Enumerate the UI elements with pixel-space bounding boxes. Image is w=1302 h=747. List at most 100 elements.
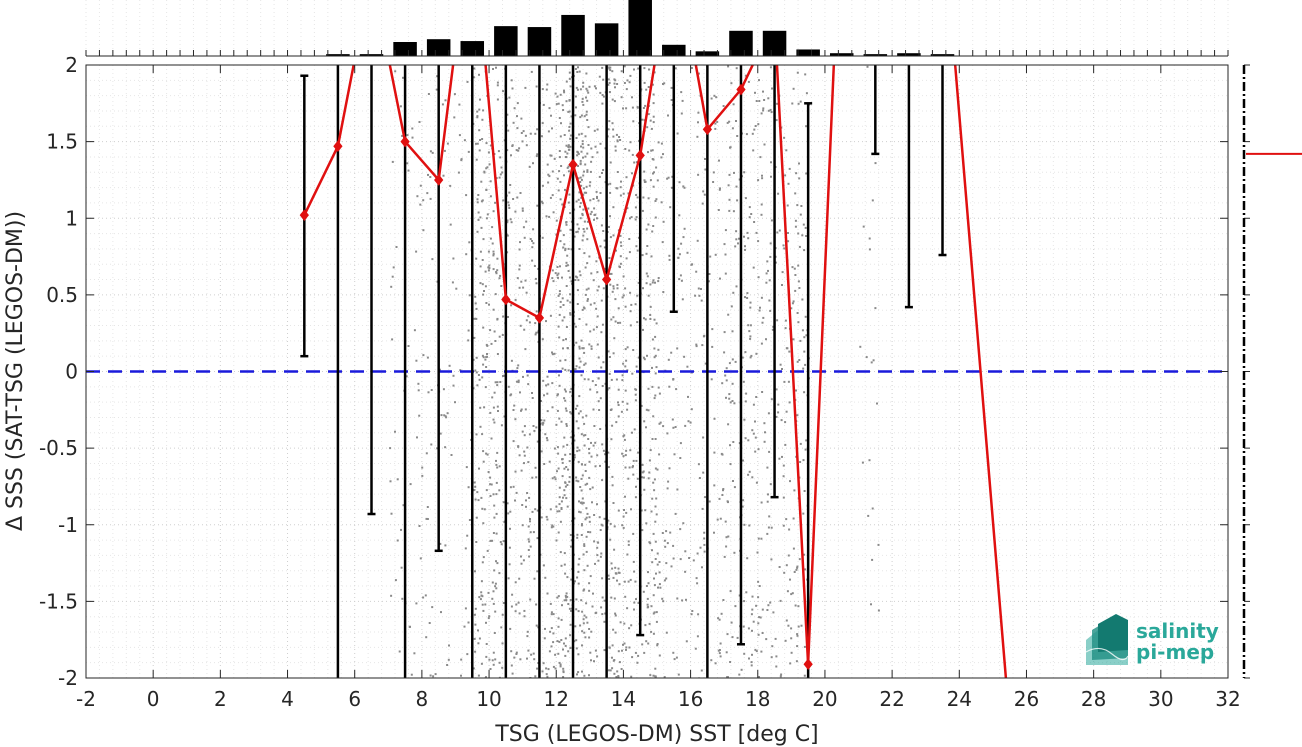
scatter-point	[749, 335, 752, 338]
scatter-point	[553, 447, 556, 450]
scatter-point	[588, 255, 591, 258]
scatter-point	[518, 147, 521, 150]
scatter-point	[534, 466, 537, 469]
x-tick-label: 32	[1215, 687, 1240, 711]
scatter-point	[613, 672, 616, 675]
scatter-point	[502, 375, 504, 377]
scatter-point	[514, 298, 517, 301]
scatter-point	[620, 410, 623, 413]
scatter-point	[664, 545, 667, 548]
scatter-point	[501, 171, 504, 174]
scatter-point	[641, 643, 644, 646]
scatter-point	[493, 569, 496, 572]
scatter-point	[476, 198, 479, 201]
scatter-point	[390, 512, 393, 515]
scatter-point	[624, 389, 627, 392]
scatter-point	[633, 428, 636, 431]
scatter-point	[760, 342, 763, 345]
scatter-point	[632, 465, 634, 468]
scatter-point	[602, 78, 605, 81]
scatter-point	[565, 285, 568, 287]
scatter-point	[674, 426, 677, 428]
scatter-point	[580, 150, 583, 153]
scatter-point	[520, 132, 523, 134]
scatter-point	[529, 598, 532, 601]
scatter-point	[499, 274, 502, 277]
scatter-point	[495, 272, 498, 275]
scatter-point	[484, 386, 487, 389]
scatter-point	[561, 475, 564, 478]
scatter-point	[632, 459, 635, 462]
scatter-point	[485, 655, 488, 658]
scatter-point	[550, 154, 553, 157]
scatter-point	[460, 658, 463, 661]
scatter-point	[476, 201, 479, 204]
scatter-point	[501, 334, 504, 336]
scatter-point	[690, 67, 693, 69]
scatter-point	[589, 488, 592, 491]
scatter-point	[589, 651, 592, 654]
scatter-point	[696, 239, 699, 242]
scatter-point	[704, 158, 706, 160]
scatter-point	[665, 530, 668, 533]
scatter-point	[601, 172, 603, 174]
scatter-point	[758, 676, 760, 678]
scatter-point	[624, 305, 627, 308]
scatter-point	[692, 559, 695, 562]
scatter-point	[557, 325, 560, 328]
scatter-point	[736, 199, 739, 202]
scatter-point	[751, 476, 754, 479]
scatter-point	[721, 453, 724, 456]
scatter-point	[608, 372, 611, 375]
scatter-point	[631, 431, 633, 434]
histogram-bar	[662, 44, 686, 56]
scatter-point	[485, 489, 488, 492]
scatter-point	[652, 185, 655, 188]
scatter-point	[751, 595, 754, 598]
scatter-point	[784, 443, 787, 446]
scatter-point	[523, 450, 526, 453]
scatter-point	[602, 230, 605, 232]
scatter-point	[725, 651, 728, 654]
scatter-point	[534, 508, 537, 511]
scatter-point	[525, 220, 528, 223]
scatter-point	[612, 352, 615, 355]
scatter-point	[523, 454, 526, 457]
scatter-point	[460, 674, 462, 677]
scatter-point	[657, 586, 659, 589]
scatter-point	[576, 533, 579, 536]
scatter-point	[531, 392, 533, 394]
scatter-point	[623, 580, 626, 583]
scatter-point	[500, 543, 503, 546]
scatter-point	[653, 347, 656, 350]
scatter-point	[754, 436, 757, 439]
scatter-point	[686, 251, 689, 254]
scatter-point	[590, 210, 593, 213]
scatter-point	[582, 156, 584, 159]
scatter-point	[751, 429, 754, 432]
scatter-point	[630, 216, 633, 219]
scatter-point	[553, 157, 556, 160]
scatter-point	[669, 531, 672, 534]
scatter-point	[418, 525, 421, 527]
scatter-point	[525, 144, 528, 147]
scatter-point	[587, 207, 590, 210]
scatter-point	[584, 483, 587, 486]
scatter-point	[617, 676, 620, 678]
scatter-point	[481, 118, 484, 121]
scatter-point	[588, 582, 591, 585]
scatter-point	[472, 358, 475, 361]
scatter-point	[527, 383, 530, 386]
scatter-point	[421, 466, 424, 469]
scatter-point	[624, 148, 627, 150]
scatter-point	[567, 603, 570, 605]
scatter-point	[645, 282, 648, 285]
scatter-point	[769, 108, 772, 111]
scatter-point	[589, 531, 592, 534]
scatter-point	[458, 103, 461, 106]
histogram-bar	[393, 42, 417, 56]
scatter-point	[799, 100, 802, 103]
scatter-point	[635, 216, 638, 219]
scatter-point	[582, 622, 585, 625]
scatter-point	[713, 531, 715, 534]
